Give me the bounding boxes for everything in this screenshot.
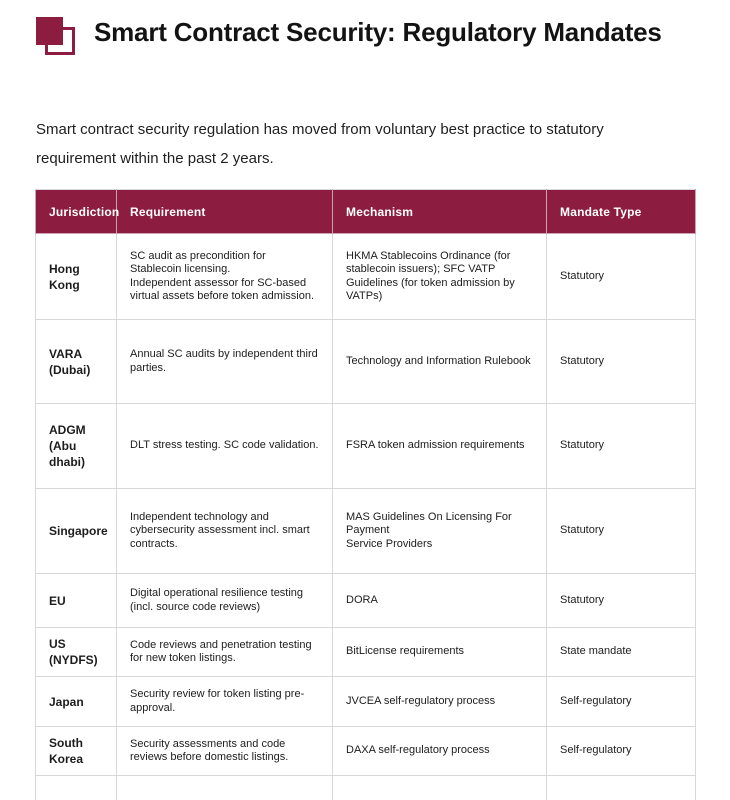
table-container: Jurisdiction Requirement Mechanism Manda…: [35, 189, 696, 800]
regulatory-mandates-table: Jurisdiction Requirement Mechanism Manda…: [35, 189, 696, 800]
table-row-eu: EU Digital operational resilience testin…: [35, 573, 696, 628]
column-header-requirement: Requirement: [116, 189, 333, 234]
cell-requirement: Security review for token listing pre-ap…: [116, 676, 333, 727]
table-row-adgm-abu-dhabi: ADGM (Abu dhabi) DLT stress testing. SC …: [35, 403, 696, 489]
cell-mandate-type: Statutory: [546, 319, 696, 404]
cell-mandate-type: Statutory: [546, 233, 696, 320]
table-row-clipped: [35, 775, 696, 800]
cell-mandate-type: Statutory: [546, 403, 696, 489]
cell-requirement: Independent technology and cybersecurity…: [116, 488, 333, 574]
logo-filled-square: [36, 17, 63, 45]
cell-empty: [35, 775, 117, 800]
cell-mechanism: HKMA Stablecoins Ordinance (for stableco…: [332, 233, 547, 320]
cell-requirement: SC audit as precondition for Stablecoin …: [116, 233, 333, 320]
cell-requirement: Digital operational resilience testing (…: [116, 573, 333, 628]
intro-paragraph: Smart contract security regulation has m…: [36, 121, 604, 167]
overlapping-squares-logo-icon: [36, 15, 76, 59]
cell-jurisdiction: VARA (Dubai): [35, 319, 117, 404]
table-row-japan: Japan Security review for token listing …: [35, 676, 696, 727]
cell-mandate-type: Self-regulatory: [546, 726, 696, 776]
cell-mandate-type: State mandate: [546, 627, 696, 677]
cell-requirement: Code reviews and penetration testing for…: [116, 627, 333, 677]
cell-mechanism: FSRA token admission requirements: [332, 403, 547, 489]
cell-empty: [116, 775, 333, 800]
table-row-vara-dubai: VARA (Dubai) Annual SC audits by indepen…: [35, 319, 696, 404]
table-header-row: Jurisdiction Requirement Mechanism Manda…: [35, 189, 696, 234]
cell-mechanism: MAS Guidelines On Licensing For Payment …: [332, 488, 547, 574]
cell-mechanism: BitLicense requirements: [332, 627, 547, 677]
cell-empty: [332, 775, 547, 800]
column-header-jurisdiction: Jurisdiction: [35, 189, 119, 234]
cell-mandate-type: Statutory: [546, 573, 696, 628]
column-header-mechanism: Mechanism: [332, 189, 547, 234]
table-row-south-korea: South Korea Security assessments and cod…: [35, 726, 696, 776]
cell-jurisdiction: Japan: [35, 676, 117, 727]
cell-mandate-type: Statutory: [546, 488, 696, 574]
cell-jurisdiction: Hong Kong: [35, 233, 117, 320]
cell-mandate-type: Self-regulatory: [546, 676, 696, 727]
cell-mechanism: JVCEA self-regulatory process: [332, 676, 547, 727]
cell-jurisdiction: ADGM (Abu dhabi): [35, 403, 117, 489]
cell-jurisdiction: Singapore: [35, 488, 117, 574]
cell-requirement: Annual SC audits by independent third pa…: [116, 319, 333, 404]
table-row-singapore: Singapore Independent technology and cyb…: [35, 488, 696, 574]
cell-jurisdiction: South Korea: [35, 726, 117, 776]
cell-mechanism: Technology and Information Rulebook: [332, 319, 547, 404]
table-row-us-nydfs: US (NYDFS) Code reviews and penetration …: [35, 627, 696, 677]
cell-jurisdiction: EU: [35, 573, 117, 628]
cell-requirement: DLT stress testing. SC code validation.: [116, 403, 333, 489]
cell-requirement: Security assessments and code reviews be…: [116, 726, 333, 776]
cell-empty: [546, 775, 696, 800]
table-row-hong-kong: Hong Kong SC audit as precondition for S…: [35, 233, 696, 320]
page-title: Smart Contract Security: Regulatory Mand…: [94, 17, 662, 47]
cell-mechanism: DORA: [332, 573, 547, 628]
cell-mechanism: DAXA self-regulatory process: [332, 726, 547, 776]
document-header: Smart Contract Security: Regulatory Mand…: [0, 0, 730, 59]
cell-jurisdiction: US (NYDFS): [35, 627, 117, 677]
column-header-mandate-type: Mandate Type: [546, 189, 696, 234]
